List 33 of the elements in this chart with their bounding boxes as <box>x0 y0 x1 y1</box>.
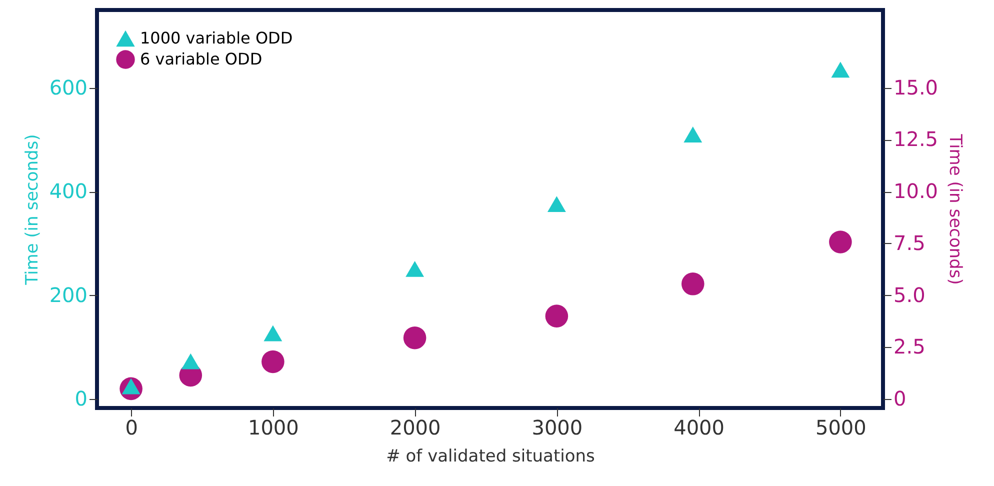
y-tick-label: 400 <box>49 179 88 204</box>
y2-tick-label: 0 <box>894 386 906 411</box>
point <box>262 350 284 374</box>
point <box>403 326 426 350</box>
y2-tick-label: 15.0 <box>894 75 938 100</box>
y-tick-label: 600 <box>49 75 88 100</box>
x-tick-label: 2000 <box>390 416 441 440</box>
y-axis-title: Time (in seconds) <box>22 134 42 286</box>
y2-axis-title: Time (in seconds) <box>945 133 966 285</box>
point <box>684 126 702 143</box>
x-tick-label: 5000 <box>815 416 866 440</box>
x-tick-label: 1000 <box>248 416 299 440</box>
x-tick-label: 4000 <box>674 416 725 440</box>
point <box>829 230 852 254</box>
x-tick-label: 3000 <box>532 416 583 440</box>
point <box>547 196 566 212</box>
legend-label: 1000 variable ODD <box>140 28 293 48</box>
y2-tick-label: 2.5 <box>894 334 926 359</box>
point <box>831 62 850 78</box>
y2-tick-label: 5.0 <box>894 282 926 307</box>
x-axis-title: # of validated situations <box>386 446 596 466</box>
legend-label: 6 variable ODD <box>140 50 262 68</box>
point <box>545 304 568 328</box>
point <box>264 325 282 342</box>
y2-tick-label: 12.5 <box>894 127 938 152</box>
y2-tick-label: 7.5 <box>894 230 926 255</box>
y-tick-label: 200 <box>49 282 88 307</box>
point <box>406 260 424 277</box>
point <box>181 353 200 370</box>
point <box>681 272 704 296</box>
x-tick-label: 0 <box>125 416 138 440</box>
y2-tick-label: 10.0 <box>894 179 938 204</box>
y-tick-label: 0 <box>74 386 88 411</box>
